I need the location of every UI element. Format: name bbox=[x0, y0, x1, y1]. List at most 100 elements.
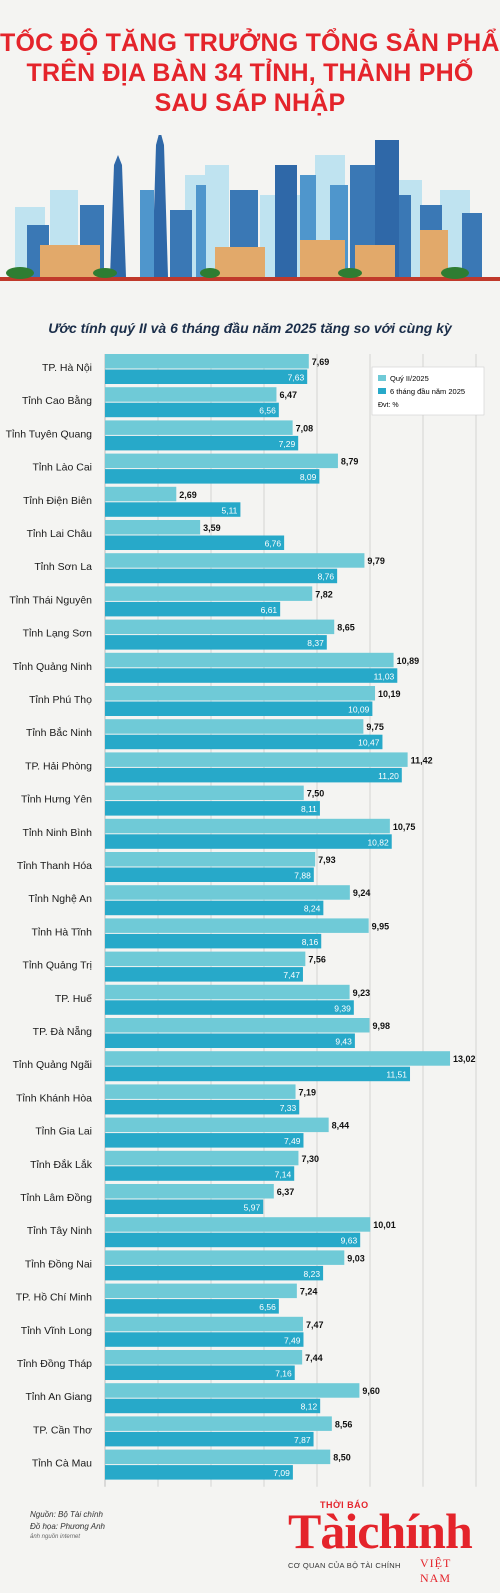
chart-row: Tỉnh Lào Cai 8,79 8,09 bbox=[32, 453, 359, 484]
brand-name: Tàichính bbox=[288, 1503, 473, 1559]
value-label-half-year: 7,88 bbox=[294, 871, 311, 881]
value-label-half-year: 6,76 bbox=[265, 539, 282, 549]
category-label: Tỉnh Phú Thọ bbox=[29, 694, 92, 706]
category-label: Tỉnh Thanh Hóa bbox=[17, 860, 92, 872]
category-label: Tỉnh Đồng Nai bbox=[25, 1258, 92, 1270]
designer-note: Đồ họa: Phương Anh bbox=[30, 1522, 105, 1531]
category-label: Tỉnh Quảng Ngãi bbox=[13, 1059, 92, 1071]
value-label-half-year: 9,39 bbox=[334, 1003, 351, 1013]
bar-half-year bbox=[105, 1265, 324, 1281]
bar-half-year bbox=[105, 402, 279, 418]
category-label: TP. Đà Nẵng bbox=[33, 1025, 92, 1038]
category-label: TP. Hồ Chí Minh bbox=[16, 1292, 92, 1304]
value-label-quarter: 11,42 bbox=[411, 755, 433, 765]
bar-quarter bbox=[105, 918, 369, 933]
brand-top-text: THỜI BÁO bbox=[320, 1500, 369, 1510]
brand-tagline: CƠ QUAN CỦA BỘ TÀI CHÍNH bbox=[288, 1561, 401, 1570]
bar-half-year bbox=[105, 1166, 295, 1181]
title-line-3: SAU SÁP NHẬP bbox=[154, 89, 346, 117]
category-label: Tỉnh Quảng Trị bbox=[23, 960, 92, 972]
chart-row: Tỉnh Gia Lai 8,44 7,49 bbox=[35, 1117, 349, 1148]
bar-half-year bbox=[105, 701, 373, 716]
bar-quarter bbox=[105, 752, 408, 767]
value-label-half-year: 8,24 bbox=[304, 904, 321, 914]
bar-half-year bbox=[105, 767, 402, 783]
bar-half-year bbox=[105, 1398, 321, 1414]
value-label-half-year: 8,11 bbox=[301, 804, 317, 814]
value-label-half-year: 7,47 bbox=[283, 970, 300, 980]
credit-note: ảnh nguồn internet bbox=[30, 1534, 81, 1540]
bar-half-year bbox=[105, 1133, 304, 1148]
value-label-quarter: 9,23 bbox=[353, 988, 371, 998]
bar-quarter bbox=[105, 1250, 345, 1265]
value-label-half-year: 10,47 bbox=[358, 738, 380, 748]
bar-half-year bbox=[105, 1332, 304, 1347]
bar-half-year bbox=[105, 1099, 300, 1115]
bar-quarter bbox=[105, 586, 313, 601]
value-label-quarter: 10,19 bbox=[378, 689, 401, 699]
value-label-half-year: 7,87 bbox=[294, 1435, 311, 1445]
chart-row: Tỉnh Bắc Ninh 9,75 10,47 bbox=[26, 719, 384, 750]
value-label-quarter: 7,24 bbox=[300, 1287, 318, 1297]
chart-row: Tỉnh Hà Tĩnh 9,95 8,16 bbox=[31, 918, 389, 949]
value-label-quarter: 13,02 bbox=[453, 1054, 476, 1064]
chart-row: Tỉnh Cao Bằng 6,476,56 bbox=[22, 387, 297, 418]
chart-row: Tỉnh Hưng Yên 7,50 8,11 bbox=[21, 785, 324, 816]
legend-label-half-year: 6 tháng đầu năm 2025 bbox=[390, 387, 465, 396]
bar-quarter bbox=[105, 951, 306, 967]
bar-half-year bbox=[105, 635, 327, 650]
bar-half-year bbox=[105, 1199, 264, 1214]
value-label-quarter: 10,01 bbox=[373, 1220, 396, 1230]
bar-half-year bbox=[105, 568, 338, 584]
value-label-quarter: 7,30 bbox=[301, 1154, 319, 1164]
bar-quarter bbox=[105, 852, 316, 867]
bar-half-year bbox=[105, 900, 324, 916]
category-label: Tỉnh Điện Biên bbox=[23, 495, 92, 507]
value-label-quarter: 8,56 bbox=[335, 1419, 353, 1429]
page-title: TỐC ĐỘ TĂNG TRƯỞNG TỔNG SẢN PHẨM TRÊN ĐỊ… bbox=[0, 28, 500, 118]
bar-half-year bbox=[105, 435, 299, 451]
value-label-half-year: 6,56 bbox=[259, 1302, 276, 1312]
value-label-quarter: 9,79 bbox=[367, 556, 385, 566]
bar-half-year bbox=[105, 502, 241, 517]
value-label-half-year: 11,03 bbox=[374, 671, 395, 681]
value-label-half-year: 5,11 bbox=[221, 505, 237, 515]
category-label: Tỉnh Hà Tĩnh bbox=[31, 926, 92, 938]
bar-quarter bbox=[105, 1150, 299, 1166]
bar-half-year bbox=[105, 734, 383, 750]
bar-half-year bbox=[105, 535, 285, 550]
chart-row: Tỉnh Nghệ An 9,24 8,24 bbox=[28, 885, 371, 916]
value-label-quarter: 9,03 bbox=[347, 1253, 365, 1263]
bar-quarter bbox=[105, 1416, 332, 1431]
bar-quarter bbox=[105, 553, 365, 568]
category-label: TP. Huế bbox=[55, 993, 92, 1005]
category-label: Tỉnh Lai Châu bbox=[27, 528, 93, 540]
chart-row: Tỉnh Lai Châu 3,59 6,76 bbox=[27, 520, 285, 550]
chart-row: Tỉnh Phú Thọ 10,19 10,09 bbox=[29, 686, 401, 716]
value-label-quarter: 7,93 bbox=[318, 855, 336, 865]
value-label-quarter: 7,19 bbox=[299, 1087, 317, 1097]
bar-quarter bbox=[105, 785, 304, 801]
chart-row: Tỉnh Tây Ninh 10,01 9,63 bbox=[27, 1217, 396, 1248]
value-label-quarter: 7,69 bbox=[312, 357, 330, 367]
chart-row: Tỉnh Cà Mau 8,50 7,09 bbox=[32, 1449, 351, 1480]
bar-quarter bbox=[105, 387, 277, 402]
value-label-quarter: 7,82 bbox=[315, 589, 333, 599]
category-label: Tỉnh Quảng Ninh bbox=[13, 661, 93, 673]
chart-row: Tỉnh Quảng Trị 7,56 7,47 bbox=[23, 951, 326, 982]
brand-logo: THỜI BÁO Tàichính CƠ QUAN CỦA BỘ TÀI CHÍ… bbox=[288, 1500, 478, 1585]
chart-row: Tỉnh Thanh Hóa 7,93 7,88 bbox=[17, 852, 336, 882]
value-label-quarter: 9,24 bbox=[353, 888, 371, 898]
bar-quarter bbox=[105, 1449, 331, 1465]
title-line-1: TỐC ĐỘ TĂNG TRƯỞNG TỔNG SẢN PHẨM bbox=[0, 29, 500, 57]
value-label-half-year: 8,23 bbox=[304, 1269, 321, 1279]
chart-row: Tỉnh Tuyên Quang 7,087,29 bbox=[6, 420, 313, 451]
bar-quarter bbox=[105, 1383, 360, 1398]
bar-half-year bbox=[105, 967, 303, 982]
legend-swatch-quarter bbox=[378, 375, 386, 381]
value-label-quarter: 8,79 bbox=[341, 457, 359, 467]
value-label-half-year: 7,49 bbox=[284, 1136, 301, 1146]
chart-legend: Quý II/2025 6 tháng đầu năm 2025 Đvt: % bbox=[371, 366, 485, 416]
bar-quarter bbox=[105, 1350, 303, 1365]
